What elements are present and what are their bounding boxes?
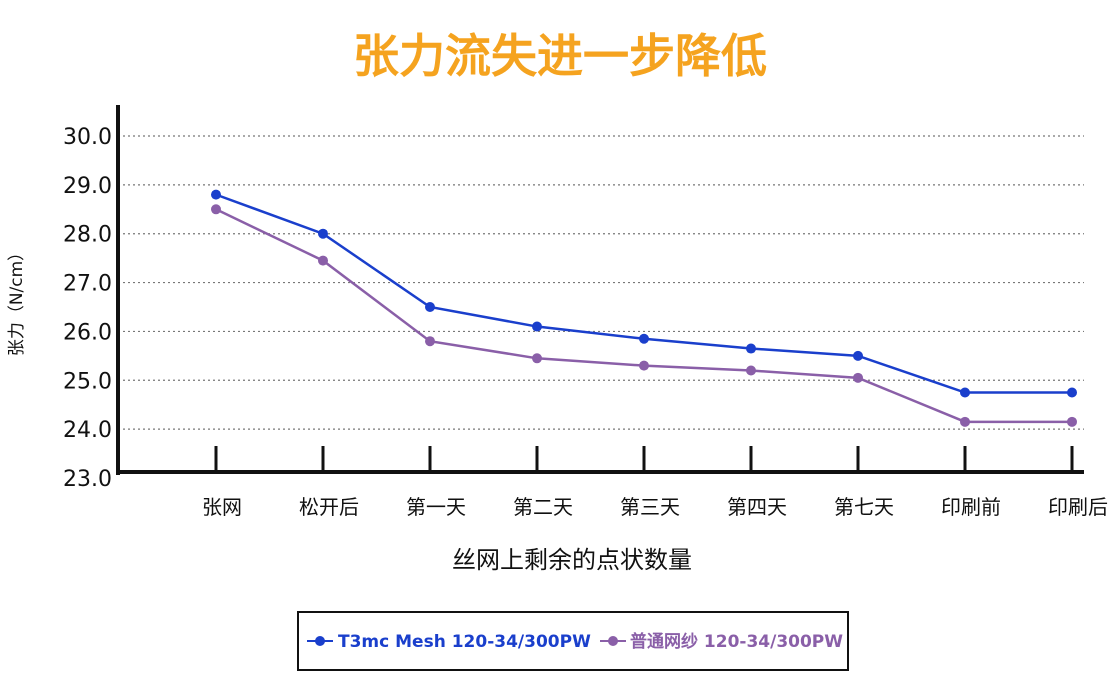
grid-lines	[118, 135, 1084, 430]
data-point	[532, 353, 542, 364]
data-point	[211, 189, 221, 200]
data-point	[318, 228, 328, 239]
legend-marker-normal	[608, 636, 618, 646]
x-axis-ticks: 张网 松开后 第一天 第二天 第三天 第四天 第七天 印刷前 印刷后	[202, 446, 1108, 519]
legend: T3mc Mesh 120-34/300PW 普通网纱 120-34/300PW	[297, 611, 849, 671]
data-point	[211, 204, 221, 215]
data-point	[318, 255, 328, 266]
y-tick-label: 25.0	[63, 369, 112, 394]
x-tick-label: 第七天	[834, 495, 894, 519]
data-point	[425, 336, 435, 347]
y-tick-label: 29.0	[63, 174, 112, 199]
x-axis-label: 丝网上剩余的点状数量	[452, 546, 692, 574]
x-tick-label: 印刷前	[941, 495, 1001, 519]
y-tick-label: 24.0	[63, 418, 112, 443]
data-point	[1067, 416, 1077, 427]
series-t3mc	[211, 189, 1077, 398]
series-group	[211, 189, 1077, 427]
y-tick-label: 27.0	[63, 272, 112, 297]
y-tick-label: 26.0	[63, 320, 112, 345]
axes	[116, 105, 1084, 475]
data-point	[746, 365, 756, 376]
y-tick-label: 28.0	[63, 223, 112, 248]
chart-title: 张力流失进一步降低	[353, 29, 767, 83]
legend-label-normal: 普通网纱 120-34/300PW	[630, 631, 843, 652]
data-point	[960, 387, 970, 398]
data-point	[853, 372, 863, 383]
y-axis-label: 张力（N/cm）	[7, 244, 27, 356]
data-point	[425, 302, 435, 312]
x-tick-label: 第四天	[727, 495, 787, 519]
x-tick-label: 第一天	[406, 495, 466, 519]
y-tick-label: 30.0	[63, 125, 112, 150]
data-point	[532, 321, 542, 332]
legend-label-t3mc: T3mc Mesh 120-34/300PW	[338, 632, 591, 652]
x-tick-label: 张网	[202, 495, 242, 519]
series-line	[215, 208, 1072, 424]
legend-box	[297, 611, 849, 671]
x-tick-label: 印刷后	[1048, 495, 1108, 519]
data-point	[853, 350, 863, 361]
x-tick-label: 第二天	[513, 495, 573, 519]
legend-marker-t3mc	[315, 636, 325, 646]
data-point	[746, 343, 756, 354]
y-axis-ticks: 30.0 29.0 28.0 27.0 26.0 25.0 24.0 23.0	[63, 125, 112, 492]
series-normal	[211, 204, 1077, 427]
data-point	[960, 416, 970, 427]
x-tick-label: 第三天	[620, 495, 680, 519]
data-point	[639, 360, 649, 371]
y-tick-label: 23.0	[63, 467, 112, 492]
x-tick-label: 松开后	[299, 495, 359, 519]
data-point	[1067, 387, 1077, 398]
data-point	[639, 333, 649, 344]
